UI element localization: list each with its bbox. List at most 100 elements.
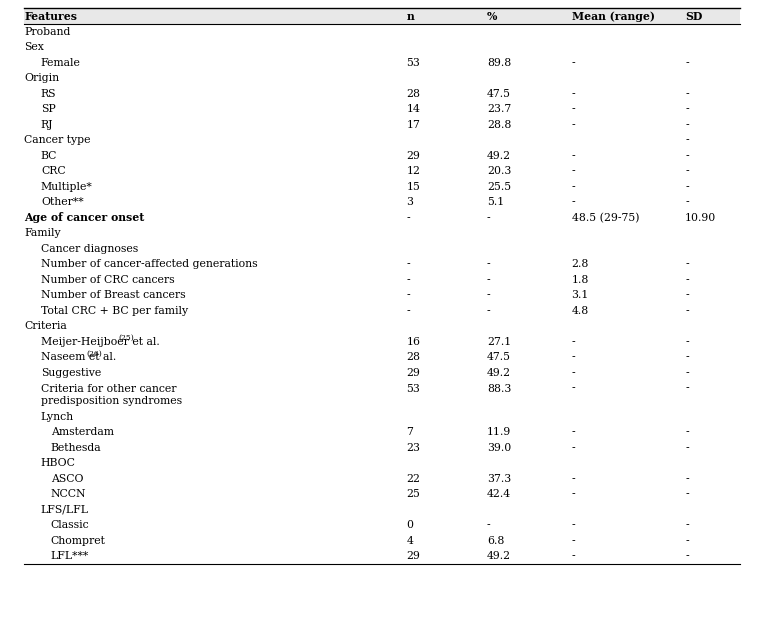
Text: 27.1: 27.1	[487, 337, 511, 347]
Text: -: -	[685, 104, 689, 114]
Text: 2.8: 2.8	[572, 259, 589, 269]
Text: -: -	[487, 275, 491, 285]
Text: -: -	[487, 306, 491, 316]
Text: 20.3: 20.3	[487, 166, 511, 176]
Text: 6.8: 6.8	[487, 536, 504, 546]
Text: RS: RS	[41, 88, 56, 99]
Text: Suggestive: Suggestive	[41, 368, 101, 378]
Text: 28.8: 28.8	[487, 120, 511, 129]
Text: -: -	[685, 166, 689, 176]
Text: -: -	[572, 337, 575, 347]
Text: 22: 22	[407, 474, 420, 484]
Text: -: -	[685, 135, 689, 146]
Text: Number of CRC cancers: Number of CRC cancers	[41, 275, 175, 285]
Text: Number of cancer-affected generations: Number of cancer-affected generations	[41, 259, 257, 269]
Text: RJ: RJ	[41, 120, 54, 129]
Text: -: -	[685, 306, 689, 316]
Text: Sex: Sex	[24, 42, 44, 53]
Text: Naseem et al.: Naseem et al.	[41, 353, 116, 362]
Text: -: -	[685, 151, 689, 161]
Text: 49.2: 49.2	[487, 151, 511, 161]
Text: 16: 16	[407, 337, 420, 347]
Text: Origin: Origin	[24, 73, 59, 83]
Text: %: %	[487, 10, 497, 22]
Text: 48.5 (29-75): 48.5 (29-75)	[572, 213, 639, 223]
Text: Criteria: Criteria	[24, 321, 67, 331]
Text: -: -	[685, 120, 689, 129]
Text: 5.1: 5.1	[487, 197, 504, 207]
Text: -: -	[407, 306, 410, 316]
Text: -: -	[685, 474, 689, 484]
Text: 88.3: 88.3	[487, 383, 511, 394]
Text: 89.8: 89.8	[487, 58, 511, 68]
Text: -: -	[572, 58, 575, 68]
Text: -: -	[407, 290, 410, 300]
Text: 3: 3	[407, 197, 413, 207]
Text: -: -	[572, 88, 575, 99]
Text: Chompret: Chompret	[51, 536, 106, 546]
Text: -: -	[685, 275, 689, 285]
Text: Total CRC + BC per family: Total CRC + BC per family	[41, 306, 188, 316]
Text: -: -	[487, 290, 491, 300]
Text: -: -	[685, 490, 689, 499]
Text: -: -	[407, 259, 410, 269]
Text: 0: 0	[407, 520, 413, 530]
Text: Age of cancer onset: Age of cancer onset	[24, 212, 145, 223]
Text: -: -	[572, 120, 575, 129]
Text: 53: 53	[407, 58, 420, 68]
Text: -: -	[572, 383, 575, 394]
Text: -: -	[685, 428, 689, 437]
Text: 25: 25	[407, 490, 420, 499]
Text: -: -	[487, 259, 491, 269]
Text: Features: Features	[24, 10, 77, 22]
Text: 42.4: 42.4	[487, 490, 511, 499]
Text: 29: 29	[407, 551, 420, 562]
Text: 10.90: 10.90	[685, 213, 716, 223]
Text: -: -	[685, 290, 689, 300]
Text: Number of Breast cancers: Number of Breast cancers	[41, 290, 185, 300]
Text: -: -	[572, 520, 575, 530]
Text: Classic: Classic	[51, 520, 89, 530]
Text: Proband: Proband	[24, 27, 70, 37]
Text: predisposition syndromes: predisposition syndromes	[41, 396, 182, 406]
Text: SD: SD	[685, 10, 702, 22]
Bar	[24, 8, 740, 24]
Text: 3.1: 3.1	[572, 290, 589, 300]
Text: SP: SP	[41, 104, 55, 114]
Text: -: -	[572, 474, 575, 484]
Text: Lynch: Lynch	[41, 412, 74, 422]
Text: -: -	[407, 213, 410, 223]
Text: -: -	[572, 166, 575, 176]
Text: -: -	[685, 520, 689, 530]
Text: -: -	[685, 259, 689, 269]
Text: -: -	[685, 383, 689, 394]
Text: -: -	[572, 536, 575, 546]
Text: Mean (range): Mean (range)	[572, 10, 655, 22]
Text: -: -	[572, 182, 575, 192]
Text: Family: Family	[24, 228, 61, 238]
Text: Other**: Other**	[41, 197, 83, 207]
Text: -: -	[407, 275, 410, 285]
Text: HBOC: HBOC	[41, 458, 76, 469]
Text: n: n	[407, 10, 414, 22]
Text: -: -	[685, 182, 689, 192]
Text: -: -	[572, 428, 575, 437]
Text: 29: 29	[407, 368, 420, 378]
Text: -: -	[572, 197, 575, 207]
Text: -: -	[572, 104, 575, 114]
Text: 17: 17	[407, 120, 420, 129]
Text: -: -	[572, 368, 575, 378]
Text: -: -	[685, 337, 689, 347]
Text: CRC: CRC	[41, 166, 66, 176]
Text: 15: 15	[407, 182, 420, 192]
Text: ASCO: ASCO	[51, 474, 83, 484]
Text: 28: 28	[407, 88, 420, 99]
Text: 14: 14	[407, 104, 420, 114]
Text: LFL***: LFL***	[51, 551, 89, 562]
Text: 7: 7	[407, 428, 413, 437]
Text: -: -	[685, 443, 689, 453]
Text: 25.5: 25.5	[487, 182, 511, 192]
Text: 49.2: 49.2	[487, 551, 511, 562]
Text: (25): (25)	[118, 334, 134, 342]
Text: Meijer-Heijboer et al.: Meijer-Heijboer et al.	[41, 337, 160, 347]
